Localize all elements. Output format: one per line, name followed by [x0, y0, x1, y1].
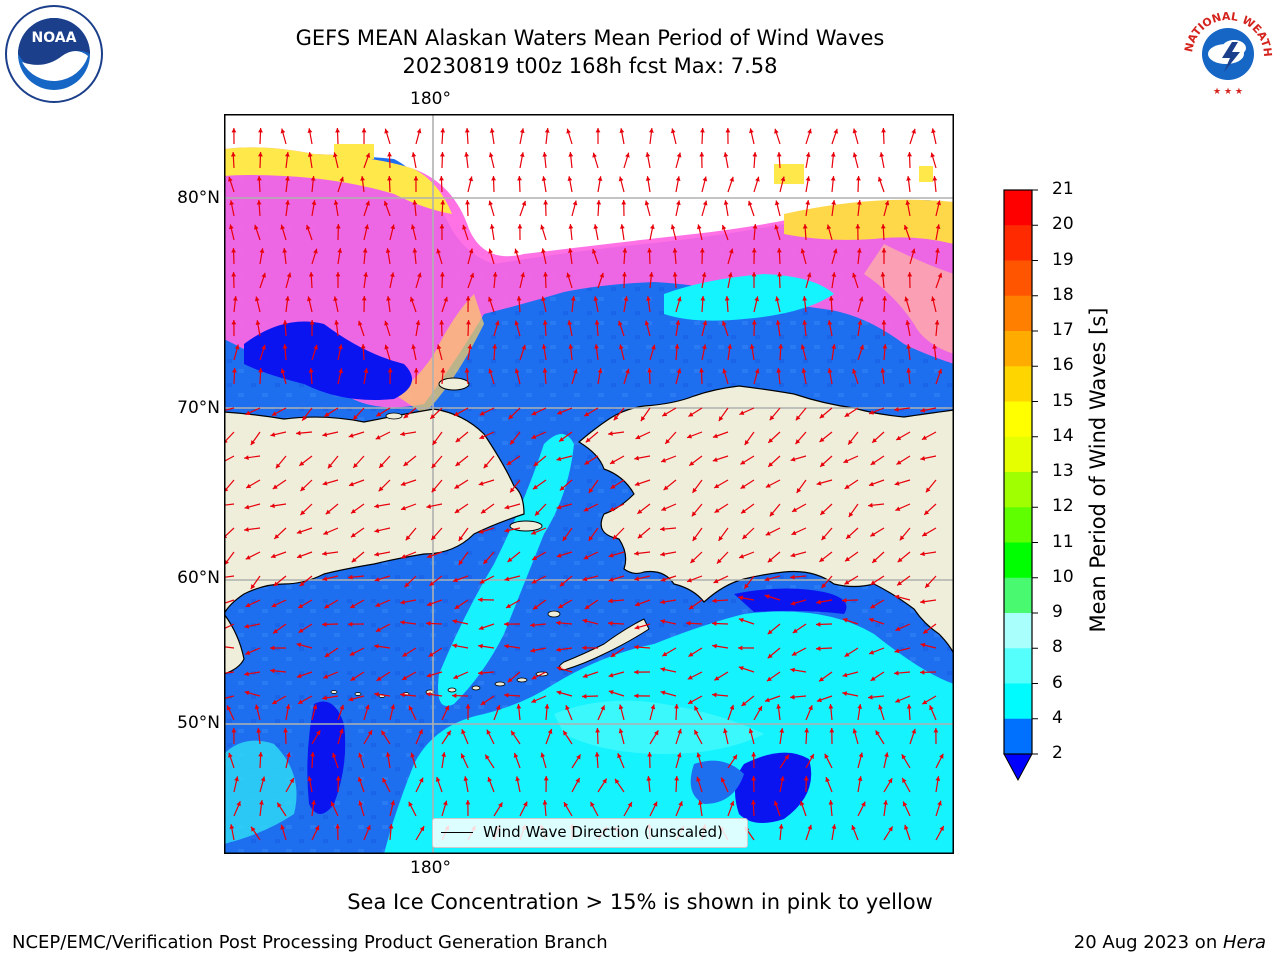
colorbar-band — [1004, 683, 1032, 720]
colorbar-band — [1004, 295, 1032, 332]
chukchi-cyan — [664, 274, 834, 321]
low-period-patch-2 — [307, 701, 346, 814]
colorbar-tick-label: 6 — [1052, 672, 1063, 693]
colorbar-tick-label: 19 — [1052, 249, 1074, 270]
svg-text:★ ★ ★: ★ ★ ★ — [1213, 87, 1243, 97]
colorbar-tick-label: 10 — [1052, 566, 1074, 587]
colorbar-band — [1004, 190, 1032, 226]
lon-label-bottom: 180° — [410, 858, 451, 878]
colorbar-tick-label: 16 — [1052, 355, 1074, 376]
run-date-text: 20 Aug 2023 on — [1073, 932, 1223, 953]
colorbar-band — [1004, 260, 1032, 297]
colorbar-band — [1004, 331, 1032, 367]
colorbar-tick-label: 17 — [1052, 320, 1074, 340]
no-data-polar — [224, 114, 954, 264]
colorbar-tick-label: 8 — [1052, 637, 1063, 658]
colorbar-band — [1004, 542, 1032, 579]
colorbar-band — [1004, 401, 1032, 438]
land-alaska — [577, 385, 954, 655]
lon-label-top: 180° — [410, 89, 451, 109]
legend-line-swatch — [441, 832, 473, 833]
lat-label-50: 50°N — [177, 713, 220, 733]
colorbar-tick-label: 11 — [1052, 531, 1074, 552]
sea-ice-zone — [224, 147, 954, 408]
colorbar-band — [1004, 366, 1032, 402]
colorbar-band — [1004, 613, 1032, 649]
colorbar-tick-label: 15 — [1052, 390, 1074, 411]
nws-logo: NATIONAL WEATHER SERVICE ★ ★ ★ — [1178, 2, 1274, 98]
colorbar-tick-label: 13 — [1052, 461, 1074, 481]
noaa-logo: NOAA — [5, 5, 103, 103]
colorbar-title: Mean Period of Wind Waves [s] — [1086, 307, 1110, 633]
lat-label-80: 80°N — [177, 188, 220, 208]
graticule — [224, 114, 954, 854]
wind-wave-arrows — [224, 127, 945, 841]
colorbar-band — [1004, 648, 1032, 684]
chart-title: GEFS MEAN Alaskan Waters Mean Period of … — [295, 26, 885, 50]
noaa-logo-text: NOAA — [32, 30, 77, 46]
colorbar-tick-label: 2 — [1052, 743, 1063, 763]
low-period-patch-1 — [244, 321, 412, 400]
colorbar-extend-triangle — [1003, 753, 1033, 782]
host-name: Hera — [1222, 932, 1266, 953]
colorbar-tick-label: 18 — [1052, 284, 1074, 305]
colorbar-tick-label: 21 — [1052, 179, 1074, 199]
colorbar-band — [1004, 718, 1032, 755]
chart-subtitle: 20230819 t00z 168h fcst Max: 7.58 — [402, 54, 778, 78]
colorbar-tick-label: 20 — [1052, 214, 1074, 235]
land-siberia — [224, 408, 525, 615]
map-legend: Wind Wave Direction (unscaled) — [432, 818, 748, 848]
bering-cyan — [438, 434, 574, 706]
credit-line: NCEP/EMC/Verification Post Processing Pr… — [12, 932, 608, 953]
legend-label: Wind Wave Direction (unscaled) — [483, 823, 723, 841]
colorbar-tick-label: 4 — [1052, 707, 1063, 728]
lat-label-60: 60°N — [177, 568, 220, 588]
colorbar-band — [1004, 507, 1032, 543]
lat-label-70: 70°N — [177, 398, 220, 418]
sea-ice-note: Sea Ice Concentration > 15% is shown in … — [347, 890, 933, 914]
gulf-alaska-blue — [734, 588, 847, 614]
colorbar-band — [1004, 225, 1032, 261]
colorbar-tick-label: 12 — [1052, 496, 1074, 517]
colorbar — [1003, 189, 1038, 782]
map — [224, 114, 954, 854]
colorbar-band — [1004, 577, 1032, 614]
colorbar-band — [1004, 472, 1032, 508]
run-date: 20 Aug 2023 on Hera — [1074, 932, 1266, 953]
colorbar-tick-label: 9 — [1052, 602, 1063, 622]
colorbar-tick-label: 14 — [1052, 425, 1074, 446]
colorbar-band — [1004, 436, 1032, 473]
